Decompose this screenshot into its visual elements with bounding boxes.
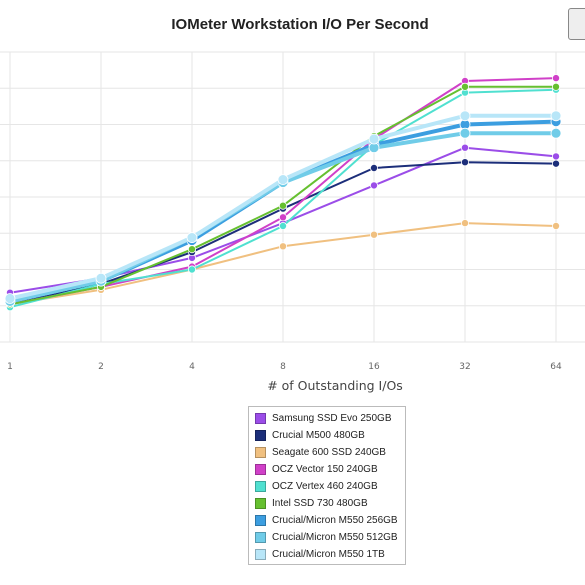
legend-swatch	[255, 413, 266, 424]
legend-label: OCZ Vertex 460 240GB	[272, 481, 378, 492]
chart-plot-area: 1 2 4 8 16 32 64 # of Outstanding I/Os	[0, 51, 585, 393]
data-point	[552, 74, 561, 83]
legend-swatch	[255, 447, 266, 458]
data-point	[552, 159, 561, 168]
data-point	[459, 110, 471, 122]
chart-title: IOMeter Workstation I/O Per Second	[171, 16, 429, 33]
legend-item: Crucial/Micron M550 512GB	[255, 529, 405, 546]
legend-label: Samsung SSD Evo 250GB	[272, 413, 392, 424]
legend-swatch	[255, 430, 266, 441]
legend-label: OCZ Vector 150 240GB	[272, 464, 378, 475]
data-point	[459, 127, 471, 139]
legend-item: Samsung SSD Evo 250GB	[255, 410, 405, 427]
data-point	[552, 82, 561, 91]
data-point	[278, 213, 287, 222]
legend-label: Crucial/Micron M550 1TB	[272, 549, 385, 560]
x-tick-label: 64	[550, 362, 562, 372]
legend: Samsung SSD Evo 250GB Crucial M500 480GB S…	[248, 406, 406, 565]
data-point	[552, 152, 561, 161]
data-point	[277, 174, 289, 186]
logo-icon	[568, 8, 585, 40]
data-point	[278, 201, 287, 210]
legend-item: Crucial M500 480GB	[255, 427, 405, 444]
legend-item: Seagate 600 SSD 240GB	[255, 444, 405, 461]
grid	[0, 51, 585, 343]
x-axis-label: # of Outstanding I/Os	[267, 378, 403, 393]
x-tick-label: 2	[98, 362, 104, 372]
data-point	[4, 293, 16, 304]
data-point	[550, 110, 562, 122]
data-point	[369, 163, 378, 172]
data-point	[550, 127, 562, 139]
legend-label: Seagate 600 SSD 240GB	[272, 447, 386, 458]
x-tick-label: 4	[189, 362, 195, 372]
data-point	[278, 221, 287, 230]
legend-item: OCZ Vector 150 240GB	[255, 461, 405, 478]
data-point	[186, 232, 198, 244]
legend-item: Crucial/Micron M550 256GB	[255, 512, 405, 529]
series-8	[4, 110, 562, 304]
data-point	[552, 221, 561, 230]
legend-item: Intel SSD 730 480GB	[255, 495, 405, 512]
legend-swatch	[255, 532, 266, 543]
x-tick-label: 8	[280, 362, 286, 372]
x-tick-label: 1	[7, 362, 13, 372]
x-tick-label: 32	[459, 362, 470, 372]
legend-item: OCZ Vertex 460 240GB	[255, 478, 405, 495]
data-point	[187, 245, 196, 254]
data-point	[368, 133, 380, 145]
data-point	[369, 181, 378, 190]
legend-swatch	[255, 464, 266, 475]
legend-label: Crucial/Micron M550 256GB	[272, 515, 398, 526]
legend-item: Crucial/Micron M550 1TB	[255, 546, 405, 563]
data-point	[460, 143, 469, 152]
legend-swatch	[255, 481, 266, 492]
data-point	[369, 230, 378, 239]
data-point	[460, 219, 469, 228]
legend-swatch	[255, 515, 266, 526]
series-layer	[4, 74, 562, 312]
data-point	[278, 242, 287, 251]
legend-swatch	[255, 498, 266, 509]
data-point	[187, 265, 196, 274]
legend-label: Intel SSD 730 480GB	[272, 498, 368, 509]
data-point	[460, 82, 469, 91]
data-point	[95, 272, 107, 284]
legend-label: Crucial/Micron M550 512GB	[272, 532, 398, 543]
x-tick-labels: 1 2 4 8 16 32 64	[7, 362, 562, 372]
data-point	[460, 158, 469, 167]
legend-label: Crucial M500 480GB	[272, 430, 365, 441]
x-tick-label: 16	[368, 362, 380, 372]
legend-swatch	[255, 549, 266, 560]
